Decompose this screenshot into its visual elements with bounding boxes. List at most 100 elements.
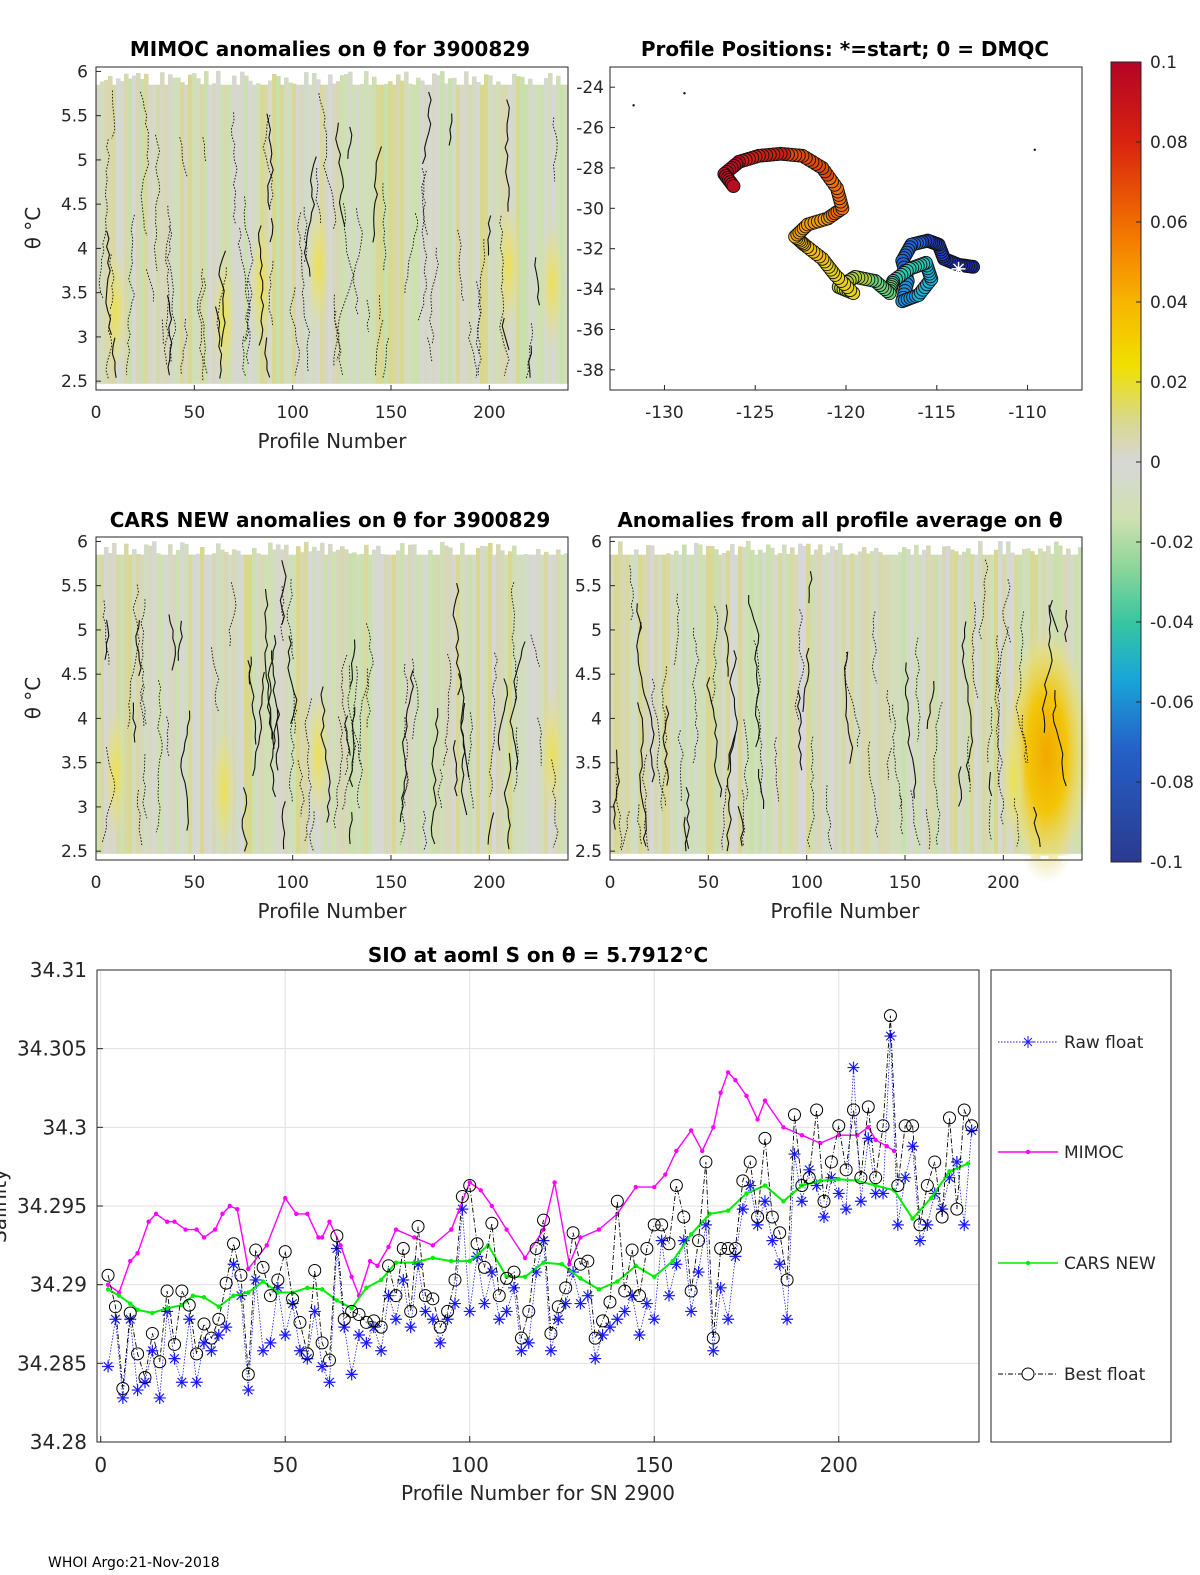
heatmap-column [384,83,389,384]
heatmap-column [468,84,473,384]
mimoc-point [327,1219,332,1224]
contour-line [211,647,220,712]
best-float-point [721,1241,735,1255]
heatmap-column [164,84,169,384]
heatmap-column [718,554,723,854]
heatmap-column [224,551,229,854]
raw-float-point [426,1313,439,1326]
contour-line [925,809,931,850]
heatmap-column [284,544,289,854]
raw-float-point [603,1321,616,1334]
heatmap-column [384,554,389,854]
contour-line [142,754,148,819]
y-tick-label: 5 [591,621,602,641]
heatmap-column [862,547,867,854]
cars-new-point [578,1276,583,1281]
best-float-point [913,1218,927,1232]
mimoc-point [412,1235,417,1240]
heatmap-column [528,554,533,854]
cars-anomaly-panel: CARS NEW anomalies on θ for 3900829 0 50 1… [21,508,584,923]
heatmap-column [412,544,417,854]
data-gap [495,385,513,389]
heatmap-column [352,552,357,854]
cars-new-point [818,1178,823,1184]
best-float-point [293,1315,307,1329]
mimoc-point [884,1144,889,1149]
best-float-point [359,1315,373,1329]
y-tick-label: 4.5 [575,665,602,685]
best-float-point [167,1337,181,1351]
stray-point [1033,148,1037,151]
heatmap-column [460,542,465,854]
heatmap-column [356,84,361,384]
mimoc-point [552,1180,557,1185]
cars-new-point [216,1304,221,1309]
contour-line [271,650,281,771]
data-gap [276,855,285,859]
raw-float-point [854,1195,867,1208]
x-tick-label: 200 [820,1453,858,1477]
raw-float-point [338,1321,351,1334]
heatmap-column [818,544,823,854]
heatmap-column [532,84,537,384]
mimoc-point [201,1235,207,1240]
salinity-legend: Raw float MIMOC CARS NEW Best float [990,969,1172,1443]
cars-new-point [164,1306,170,1311]
mimoc-x-ticks: 0 50 100 150 200 [91,385,506,423]
heatmap-column [112,542,117,854]
raw-float-point [936,1203,949,1216]
data-gap [560,385,575,389]
heatmap-column [428,84,433,384]
heatmap-column [766,544,771,854]
raw-float-point [146,1344,159,1357]
contour-line [347,126,353,159]
contour-line [684,787,690,852]
best-float-point [529,1241,543,1255]
contour-line [867,741,879,838]
heatmap-column [112,84,117,384]
raw-float-point [559,1297,572,1310]
raw-float-point [832,1187,845,1200]
x-tick-label: 150 [375,403,407,423]
contour-line [101,747,116,844]
raw-float-point [161,1305,174,1318]
mimoc-point [316,1235,321,1240]
heatmap-column [388,554,393,854]
heatmap-column [524,84,529,384]
heatmap-column [946,546,951,854]
x-tick-label: 200 [987,873,1019,893]
colorbar-tick-label: 0.08 [1150,133,1188,153]
mimoc-point [116,1290,122,1295]
legend-item: CARS NEW [998,1254,1156,1274]
heatmap-column [120,81,125,384]
raw-float-point [175,1376,188,1389]
y-tick-label: 34.29 [30,1273,87,1297]
heatmap-column [128,554,133,854]
best-float-point [448,1273,462,1287]
cars-new-point [135,1307,140,1313]
cars-new-point [105,1287,111,1292]
heatmap-column [690,554,695,854]
heatmap-column [658,554,663,854]
contour-line [743,719,749,800]
contour-line [266,113,274,210]
heatmap-column [500,550,505,854]
heatmap-column [368,554,373,854]
best-float-point [610,1194,624,1208]
mimoc-point [781,1125,786,1130]
contour-line [281,801,286,850]
heatmap-column [492,554,497,854]
contour-line [452,582,462,696]
contour-line [334,310,343,375]
x-tick-label: -125 [736,403,775,423]
contour-line [641,754,649,851]
heatmap-column [890,554,895,854]
mimoc-point [194,1227,199,1232]
raw-float-point [640,1297,653,1310]
best-float-point [787,1108,801,1122]
heatmap-column [674,550,679,854]
legend-label: Raw float [1064,1033,1144,1053]
heatmap-column [196,553,201,854]
heatmap-column [706,545,711,854]
cars-new-point [334,1298,340,1303]
